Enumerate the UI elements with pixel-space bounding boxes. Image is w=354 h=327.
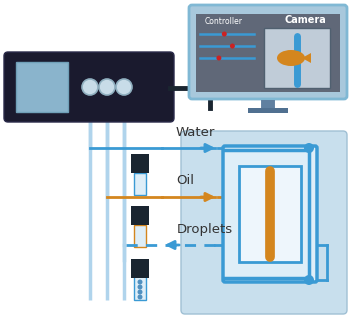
Text: Water: Water xyxy=(175,126,215,139)
Bar xyxy=(131,206,149,225)
Circle shape xyxy=(137,289,143,295)
Circle shape xyxy=(222,31,227,37)
Circle shape xyxy=(82,79,98,95)
Circle shape xyxy=(304,275,314,285)
Bar xyxy=(134,173,146,195)
Circle shape xyxy=(304,143,314,153)
Bar xyxy=(134,270,146,300)
Bar xyxy=(248,108,288,113)
FancyBboxPatch shape xyxy=(189,5,347,99)
Bar xyxy=(131,154,149,173)
Bar xyxy=(134,225,146,247)
Text: Droplets: Droplets xyxy=(177,222,233,235)
FancyBboxPatch shape xyxy=(4,52,174,122)
Text: Controller: Controller xyxy=(205,16,243,26)
Circle shape xyxy=(137,284,143,289)
FancyBboxPatch shape xyxy=(223,146,317,282)
Polygon shape xyxy=(302,53,311,63)
Ellipse shape xyxy=(277,50,305,66)
Text: Oil: Oil xyxy=(176,175,194,187)
Text: Camera: Camera xyxy=(284,15,326,25)
FancyBboxPatch shape xyxy=(181,131,347,314)
Bar xyxy=(196,14,340,92)
Circle shape xyxy=(216,56,221,60)
Bar xyxy=(264,28,330,88)
Circle shape xyxy=(230,43,235,48)
Bar xyxy=(239,166,301,262)
Circle shape xyxy=(116,79,132,95)
Circle shape xyxy=(137,295,143,300)
Circle shape xyxy=(99,79,115,95)
Bar xyxy=(16,62,68,112)
Bar xyxy=(131,259,149,278)
Circle shape xyxy=(137,280,143,284)
